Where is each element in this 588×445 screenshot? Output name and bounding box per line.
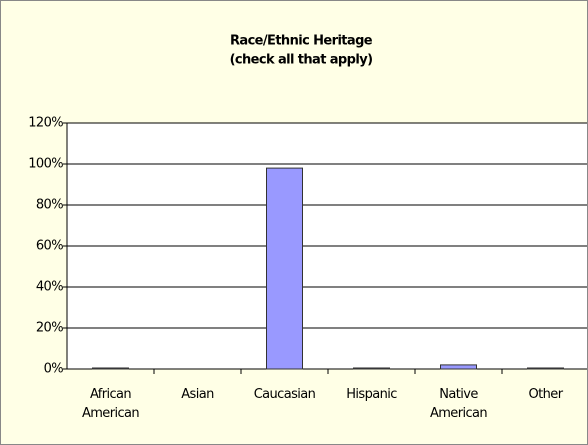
- x-tick-label: Hispanic: [346, 387, 397, 402]
- bar: [353, 367, 390, 370]
- x-tick-label: Native American: [429, 387, 488, 421]
- y-tick-label: 120%: [28, 116, 63, 131]
- x-tick-label: Asian: [181, 387, 214, 402]
- y-tick-label: 0%: [44, 362, 64, 377]
- y-tick-label: 80%: [36, 198, 63, 213]
- x-tick-label: Caucasian: [253, 387, 316, 402]
- bar: [92, 367, 129, 370]
- y-tick-label: 60%: [36, 239, 63, 254]
- y-tick-label: 100%: [28, 157, 63, 172]
- y-tick-label: 20%: [36, 321, 63, 336]
- chart-subtitle: (check all that apply): [230, 53, 373, 68]
- chart-title: Race/Ethnic Heritage: [230, 34, 373, 49]
- bar: [527, 367, 564, 370]
- x-tick-label: Other: [528, 387, 564, 402]
- x-tick-label: African American: [81, 387, 140, 421]
- bar: [440, 364, 477, 370]
- bar: [266, 167, 303, 370]
- y-tick-label: 40%: [36, 280, 63, 295]
